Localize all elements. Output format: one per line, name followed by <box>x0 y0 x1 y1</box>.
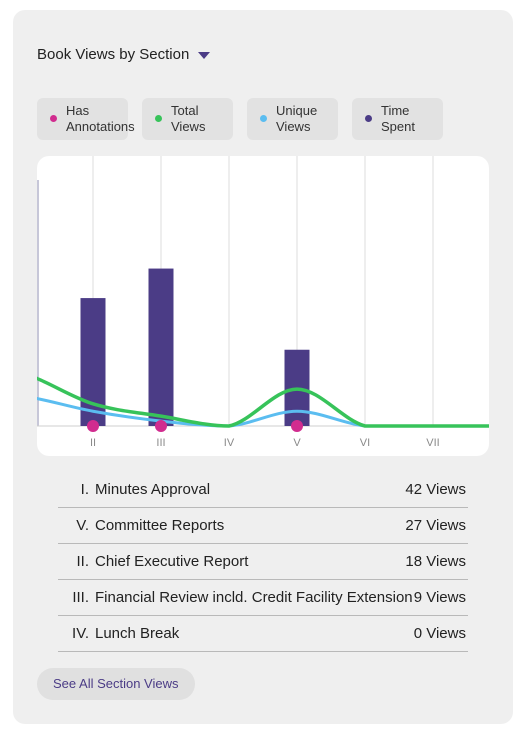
section-title: Financial Review incld. Credit Facility … <box>95 589 413 606</box>
chart-legend: Has Annotations Total Views Unique Views… <box>37 98 443 140</box>
section-list: I. Minutes Approval 42 Views V. Committe… <box>58 472 468 652</box>
annotation-marker-III <box>155 420 167 432</box>
section-title: Lunch Break <box>95 625 180 642</box>
legend-dot-icon <box>365 115 372 122</box>
legend-item-unique-views[interactable]: Unique Views <box>247 98 338 140</box>
legend-dot-icon <box>260 115 267 122</box>
section-row[interactable]: IV. Lunch Break 0 Views <box>58 616 468 652</box>
annotation-marker-V <box>291 420 303 432</box>
legend-dot-icon <box>155 115 162 122</box>
bar-III <box>148 268 174 426</box>
caret-down-icon <box>198 52 211 59</box>
section-number: I. <box>80 481 89 498</box>
section-row[interactable]: III. Financial Review incld. Credit Faci… <box>58 580 468 616</box>
x-tick-label: VII <box>426 437 439 449</box>
section-row[interactable]: II. Chief Executive Report 18 Views <box>58 544 468 580</box>
see-all-section-views-button[interactable]: See All Section Views <box>37 668 195 700</box>
x-tick-label: IV <box>224 437 235 449</box>
section-views-chart: II III IV V VI VII <box>37 156 489 456</box>
legend-dot-icon <box>50 115 57 122</box>
section-views: 27 Views <box>405 517 466 534</box>
section-title: Minutes Approval <box>95 481 211 498</box>
section-title: Chief Executive Report <box>95 553 249 570</box>
section-views: 0 Views <box>413 625 466 642</box>
x-tick-label: III <box>156 437 165 449</box>
section-row[interactable]: I. Minutes Approval 42 Views <box>58 472 468 508</box>
line-total-views <box>37 376 489 428</box>
section-views: 18 Views <box>405 553 466 570</box>
section-title: Committee Reports <box>95 517 225 534</box>
legend-label: Unique Views <box>276 103 318 134</box>
section-number: II. <box>76 553 89 570</box>
section-number: V. <box>76 517 89 534</box>
x-tick-label: VI <box>360 437 370 449</box>
section-views: 42 Views <box>405 481 466 498</box>
chart-svg: II III IV V VI VII <box>37 156 489 449</box>
annotation-marker-II <box>87 420 99 432</box>
legend-item-total-views[interactable]: Total Views <box>142 98 233 140</box>
x-tick-label: II <box>90 437 96 449</box>
legend-item-time-spent[interactable]: Time Spent <box>352 98 443 140</box>
legend-label: Time Spent <box>381 103 415 134</box>
section-views-card: Book Views by Section Has Annotations To… <box>13 10 513 724</box>
legend-item-has-annotations[interactable]: Has Annotations <box>37 98 135 140</box>
section-views-dropdown[interactable]: Book Views by Section <box>37 46 211 63</box>
section-views: 9 Views <box>413 589 466 606</box>
legend-label: Has Annotations <box>66 103 135 134</box>
section-number: III. <box>72 589 89 606</box>
section-number: IV. <box>72 625 89 642</box>
x-tick-label: V <box>293 437 301 449</box>
card-title: Book Views by Section <box>37 46 190 63</box>
legend-label: Total Views <box>171 103 206 134</box>
section-row[interactable]: V. Committee Reports 27 Views <box>58 508 468 544</box>
